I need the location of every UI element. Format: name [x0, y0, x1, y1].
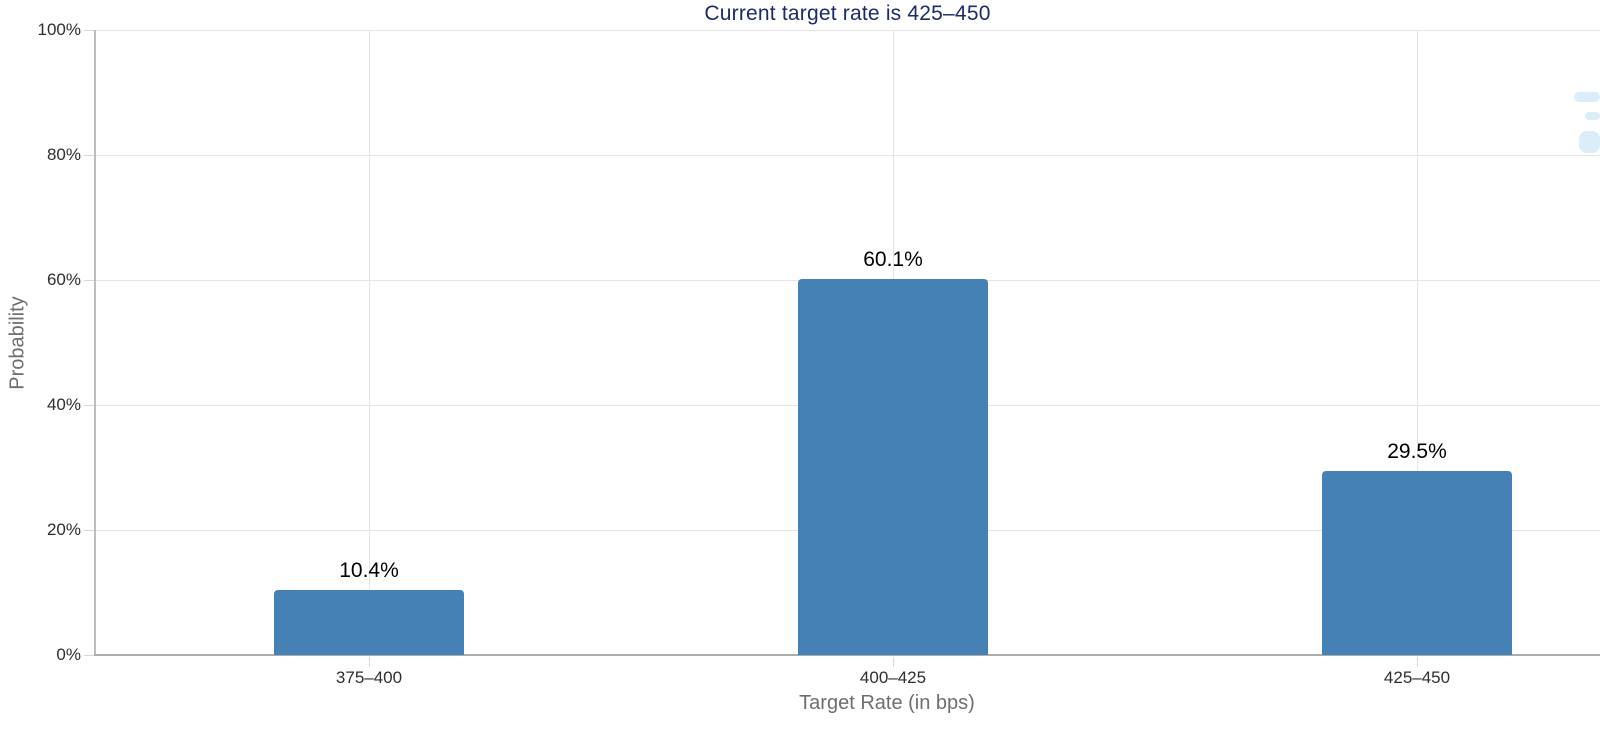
y-tick-mark — [84, 279, 94, 281]
y-tick-label: 40% — [46, 395, 81, 414]
plot-area: 0% 20% 40% 60% 80% 100% 10.4% 375–400 60.1% 400–4… — [38, 21, 1600, 687]
y-tick-label: 0% — [56, 645, 81, 664]
probability-bar — [274, 590, 464, 655]
y-tick-label: 60% — [46, 270, 81, 289]
bar-value-label: 29.5% — [1387, 439, 1447, 463]
x-tick-mark — [892, 657, 894, 667]
y-tick-mark — [84, 654, 94, 656]
x-tick-label: 400–425 — [859, 668, 927, 687]
y-tick-label: 80% — [46, 145, 81, 164]
y-tick-label: 20% — [46, 520, 81, 539]
gridline-vertical — [368, 30, 370, 655]
watermark-shape — [1585, 112, 1600, 120]
y-tick-label: 100% — [37, 20, 81, 39]
bar-value-label: 10.4% — [339, 559, 399, 582]
gridline-horizontal — [95, 29, 1600, 31]
y-tick-mark — [84, 529, 94, 531]
watermark-shape — [1574, 92, 1600, 102]
gridline-horizontal — [95, 154, 1600, 156]
x-tick-label: 425–450 — [1383, 668, 1451, 687]
chart-title: Current target rate is 425–450 — [704, 2, 991, 25]
x-tick-mark — [368, 657, 370, 667]
probability-bar — [798, 279, 988, 655]
bar-value-label: 60.1% — [863, 248, 923, 272]
x-axis-line — [94, 654, 1600, 656]
y-tick-mark — [84, 29, 94, 31]
x-axis-title: Target Rate (in bps) — [799, 692, 975, 714]
x-tick-mark — [1416, 657, 1418, 667]
y-axis-title: Probability — [6, 296, 29, 390]
gridline-vertical — [1416, 30, 1418, 655]
x-tick-label: 375–400 — [335, 668, 403, 687]
y-tick-mark — [84, 154, 94, 156]
watermark-shape — [1579, 131, 1600, 153]
y-tick-mark — [84, 404, 94, 406]
y-axis-line — [94, 30, 96, 655]
probability-bar — [1322, 470, 1512, 655]
